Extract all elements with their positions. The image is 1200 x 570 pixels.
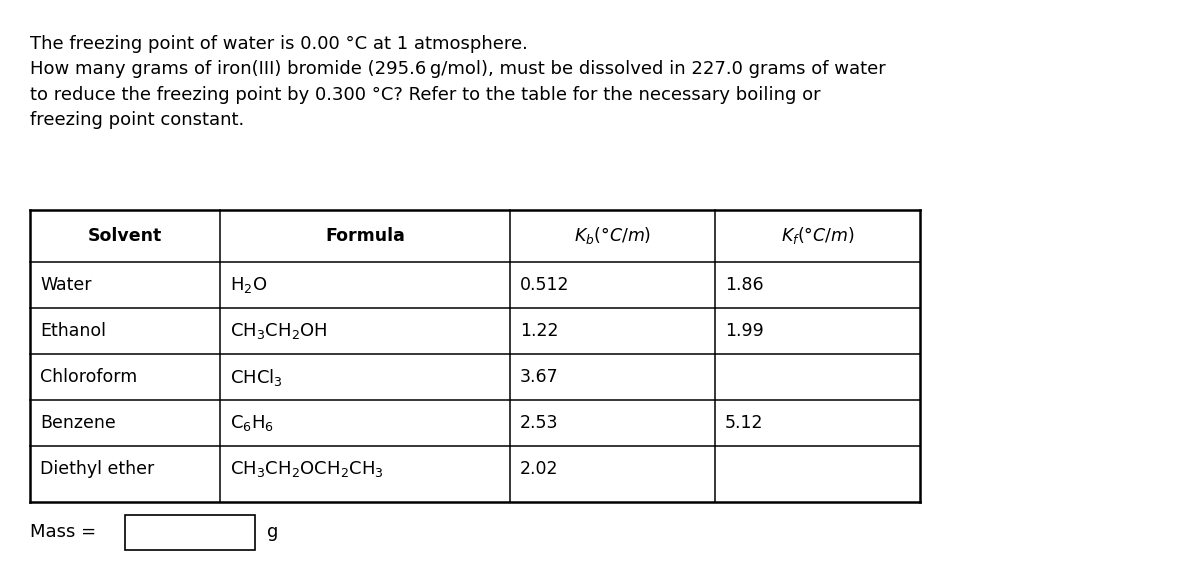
Text: 1.86: 1.86 [725, 276, 763, 294]
Text: 2.02: 2.02 [520, 460, 558, 478]
Text: $\mathregular{CH_3CH_2OCH_2CH_3}$: $\mathregular{CH_3CH_2OCH_2CH_3}$ [230, 459, 384, 479]
Text: $\mathregular{C_6H_6}$: $\mathregular{C_6H_6}$ [230, 413, 274, 433]
Text: 1.99: 1.99 [725, 322, 763, 340]
Text: g: g [266, 523, 278, 541]
Text: Mass =: Mass = [30, 523, 102, 541]
Text: Diethyl ether: Diethyl ether [40, 460, 155, 478]
Text: Ethanol: Ethanol [40, 322, 106, 340]
Text: $\mathregular{CH_3CH_2OH}$: $\mathregular{CH_3CH_2OH}$ [230, 321, 328, 341]
Text: 0.512: 0.512 [520, 276, 570, 294]
Text: $\mathregular{CHCl_3}$: $\mathregular{CHCl_3}$ [230, 367, 283, 388]
Text: Benzene: Benzene [40, 414, 115, 432]
Text: Solvent: Solvent [88, 227, 162, 245]
Text: Chloroform: Chloroform [40, 368, 137, 386]
Text: 2.53: 2.53 [520, 414, 558, 432]
Text: Water: Water [40, 276, 91, 294]
Text: Formula: Formula [325, 227, 404, 245]
FancyBboxPatch shape [125, 515, 254, 549]
Text: $\mathregular{H_2O}$: $\mathregular{H_2O}$ [230, 275, 268, 295]
Text: 3.67: 3.67 [520, 368, 559, 386]
Text: 5.12: 5.12 [725, 414, 763, 432]
Text: How many grams of iron(III) bromide (295.6 g/mol), must be dissolved in 227.0 gr: How many grams of iron(III) bromide (295… [30, 60, 886, 129]
Text: 1.22: 1.22 [520, 322, 558, 340]
Text: $K_f(°C/m)$: $K_f(°C/m)$ [780, 226, 854, 246]
Text: The freezing point of water is 0.00 °C at 1 atmosphere.: The freezing point of water is 0.00 °C a… [30, 35, 528, 53]
Text: $K_b(°C/m)$: $K_b(°C/m)$ [574, 226, 652, 246]
